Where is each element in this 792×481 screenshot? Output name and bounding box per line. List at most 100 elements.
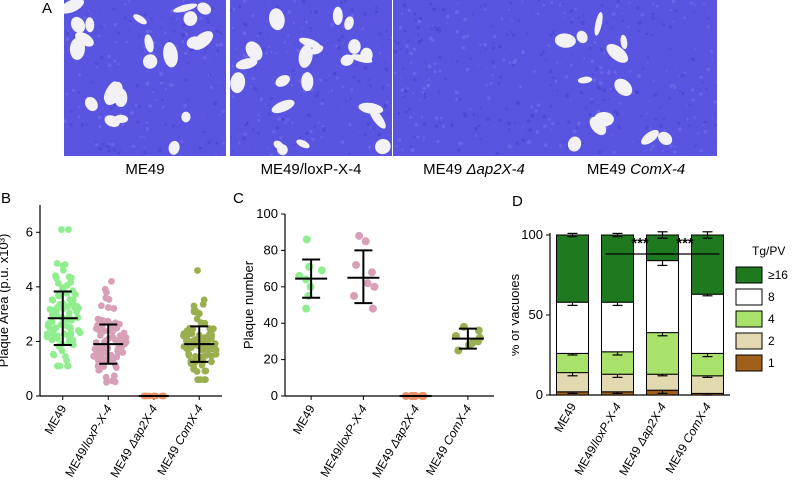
data-point (199, 300, 207, 308)
data-point (115, 337, 123, 345)
plaque-spot (606, 43, 629, 63)
stack-segment (691, 375, 724, 394)
plaque-spot (360, 47, 373, 63)
plaque-spot (144, 34, 154, 53)
plaque-spot (64, 0, 85, 14)
legend-label: 4 (768, 312, 775, 326)
plaque-spot (348, 39, 361, 54)
plaque-image (393, 0, 555, 156)
data-point (108, 278, 115, 285)
data-point (103, 378, 110, 386)
legend-swatch (735, 332, 763, 350)
plaque-spot (163, 42, 178, 68)
stack-segment (646, 260, 679, 334)
stack-segment (691, 293, 724, 354)
data-point (97, 331, 104, 339)
x-tick-label: ME49 Δap2X-4 (616, 400, 669, 478)
plaque-spot (230, 72, 246, 94)
data-point (202, 367, 210, 375)
data-point (60, 266, 67, 274)
data-point (102, 373, 110, 381)
data-point (64, 362, 71, 370)
data-point (109, 333, 117, 341)
plaque-spot (84, 96, 98, 112)
data-point (468, 339, 477, 348)
y-tick-label: 50 (529, 307, 543, 322)
plaque-spot (245, 41, 263, 61)
data-point (54, 279, 62, 287)
x-tick-label: ME49 (290, 402, 318, 436)
plaque-spot (168, 140, 180, 155)
plaque-spot (614, 78, 633, 96)
data-point (101, 327, 108, 335)
data-point (367, 268, 376, 277)
data-point (65, 226, 72, 233)
y-tick-label: 0 (536, 387, 543, 402)
data-point (46, 305, 54, 313)
legend-label: 1 (768, 356, 775, 370)
plaque-spot (577, 76, 593, 84)
plaque-spot (358, 102, 384, 115)
data-point (302, 304, 311, 313)
data-point (302, 235, 311, 244)
x-tick-label: ME49 (551, 400, 579, 434)
legend-swatch (735, 288, 763, 306)
data-point (355, 231, 364, 240)
data-point (65, 337, 73, 345)
y-tick-label: 100 (256, 206, 278, 221)
data-point (349, 291, 358, 300)
plaque-spot (301, 72, 314, 92)
y-tick-label: 20 (264, 352, 278, 367)
plaque-spot (133, 14, 147, 25)
data-point (65, 309, 73, 317)
data-point (110, 305, 118, 312)
plaque-image (230, 0, 392, 156)
y-tick-label: 40 (264, 315, 278, 330)
data-point (201, 333, 209, 341)
plaque-spot (235, 58, 258, 70)
image-caption: ME49 ComX-4 (586, 161, 686, 178)
stack-segment (556, 352, 589, 374)
plaque-area-y-axis-label: Plaque Area (p.u. x10³) (0, 234, 11, 368)
y-tick-label: 6 (26, 224, 33, 239)
plaque-spot (186, 36, 202, 49)
plaque-spot (268, 8, 285, 31)
data-point (75, 326, 82, 334)
y-tick-label: 100 (521, 227, 543, 242)
significance-label: *** (676, 235, 694, 252)
legend-label: ≥16 (768, 268, 788, 282)
plaque-spot (271, 99, 295, 114)
data-point (101, 285, 109, 293)
data-point (53, 332, 61, 340)
data-point (95, 366, 103, 374)
data-point (118, 343, 125, 351)
data-point (58, 226, 65, 233)
data-point (200, 341, 207, 349)
data-point (66, 323, 74, 331)
data-point (58, 347, 66, 355)
plaque-spot (620, 34, 628, 50)
legend-label: 8 (768, 290, 775, 304)
data-point (56, 362, 64, 370)
data-point (60, 330, 68, 338)
image-caption: ME49 (125, 161, 165, 178)
data-point (120, 329, 128, 337)
data-point (100, 343, 108, 351)
plaque-spot (103, 81, 118, 102)
data-point (193, 315, 201, 323)
stack-segment (556, 301, 589, 354)
x-tick-label: ME49 Δap2X-4 (369, 402, 422, 480)
stack-segment (646, 373, 679, 391)
y-tick-label: 0 (26, 388, 33, 403)
data-point (184, 327, 192, 335)
data-point (91, 345, 99, 353)
data-point (49, 296, 57, 304)
plaque-spot (593, 111, 614, 127)
data-point (361, 237, 370, 246)
data-point (61, 353, 69, 360)
data-point (69, 287, 77, 295)
data-point (65, 273, 73, 281)
y-tick-label: 0 (271, 388, 278, 403)
plaque-spot (332, 6, 343, 26)
